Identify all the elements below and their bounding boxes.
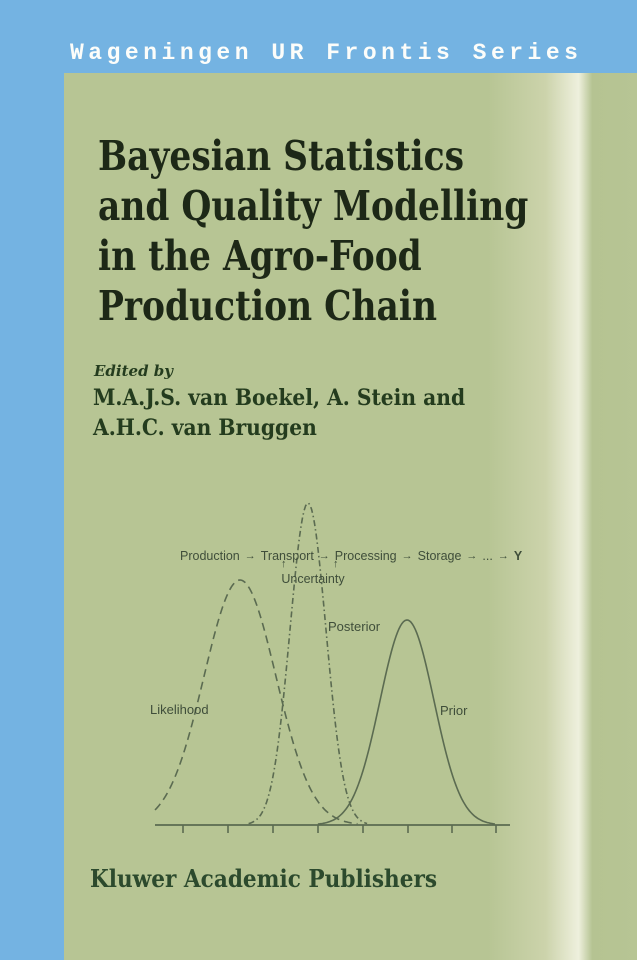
book-title-line: Bayesian Statistics bbox=[98, 132, 465, 180]
curve-label-prior: Prior bbox=[440, 703, 468, 718]
book-title: Bayesian Statistics and Quality Modellin… bbox=[98, 131, 528, 331]
uncertainty-up-arrow-icon: ↑ bbox=[281, 558, 287, 570]
chain-item-storage: Storage bbox=[417, 549, 462, 563]
edited-by-label: Edited by bbox=[94, 362, 174, 380]
chain-item-production: Production bbox=[180, 549, 240, 563]
uncertainty-label: Uncertainty bbox=[281, 572, 345, 586]
chain-item-y: Y bbox=[513, 549, 523, 563]
distribution-curves-svg bbox=[154, 502, 510, 833]
chain-item-transport: Transport bbox=[260, 549, 314, 563]
uncertainty-up-arrow-icon: ↑ bbox=[333, 558, 339, 570]
chain-arrow-icon: → bbox=[244, 549, 256, 562]
book-title-line: Production Chain bbox=[98, 282, 437, 330]
editors-line: M.A.J.S. van Boekel, A. Stein and bbox=[93, 385, 466, 411]
book-title-line: in the Agro-Food bbox=[98, 232, 422, 280]
curve-label-posterior: Posterior bbox=[328, 619, 381, 634]
chain-item-processing: Processing bbox=[334, 549, 397, 563]
editors-line: A.H.C. van Bruggen bbox=[93, 415, 317, 441]
curve-label-likelihood: Likelihood bbox=[150, 702, 209, 717]
curve-likelihood bbox=[154, 579, 358, 825]
publisher-name: Kluwer Academic Publishers bbox=[90, 864, 438, 893]
chain-item-ellipsis: ... bbox=[482, 549, 493, 563]
chain-arrow-icon: → bbox=[497, 549, 509, 562]
editors-names: M.A.J.S. van Boekel, A. Stein and A.H.C.… bbox=[93, 383, 465, 443]
series-band-title: Wageningen UR Frontis Series bbox=[70, 40, 583, 66]
bayes-diagram: Production → Transport → Processing → St… bbox=[140, 480, 580, 848]
chain-arrow-icon: → bbox=[318, 549, 330, 562]
book-title-line: and Quality Modelling bbox=[98, 182, 529, 230]
curve-prior bbox=[317, 619, 496, 825]
cover-green-panel bbox=[64, 73, 637, 960]
process-chain: Production → Transport → Processing → St… bbox=[180, 549, 522, 563]
chain-arrow-icon: → bbox=[401, 549, 413, 562]
chain-arrow-icon: → bbox=[466, 549, 478, 562]
